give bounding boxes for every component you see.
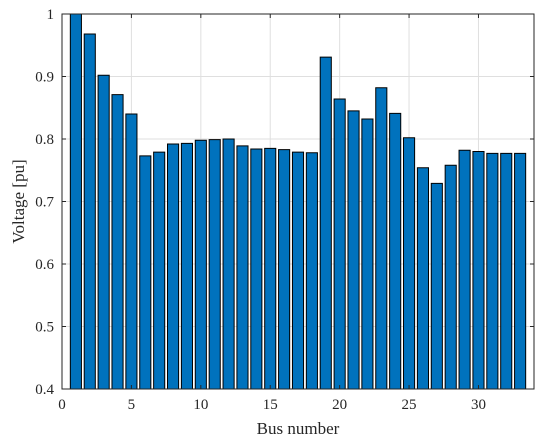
bar-bus-7 (153, 151, 166, 390)
y-tick-label: 0.4 (35, 382, 54, 398)
x-tick-label: 25 (402, 397, 417, 413)
bar-bus-24 (389, 112, 402, 390)
x-tick-label: 30 (471, 397, 486, 413)
x-tick-labels: 0 5 10 15 20 25 30 (58, 397, 486, 413)
y-tick-label: 0.6 (35, 257, 54, 273)
x-tick-label: 5 (128, 397, 136, 413)
bar-bus-11 (208, 139, 221, 390)
bar-bus-1 (69, 13, 82, 390)
bar-bus-20 (333, 98, 346, 390)
bar-bus-23 (375, 87, 388, 390)
x-tick-label: 15 (263, 397, 278, 413)
bar-bus-21 (347, 110, 360, 390)
bar-bus-33 (514, 152, 527, 390)
y-tick-label: 0.9 (35, 70, 54, 86)
x-tick-label: 10 (193, 397, 208, 413)
y-tick-label: 1 (47, 7, 55, 23)
bar-bus-12 (222, 138, 235, 390)
y-tick-label: 0.7 (35, 195, 54, 211)
bar-bus-31 (486, 152, 499, 390)
bar-bus-18 (305, 152, 318, 390)
ticks (61, 13, 534, 390)
bar-bus-19 (319, 56, 332, 390)
x-tick-label: 0 (58, 397, 66, 413)
bar-bus-27 (430, 182, 443, 390)
y-axis-label: Voltage [pu] (9, 159, 28, 243)
bar-bus-16 (278, 149, 291, 390)
bar-bus-9 (180, 142, 193, 390)
bar-bus-13 (236, 145, 249, 390)
bar-bus-14 (250, 148, 263, 390)
bar-bus-15 (264, 147, 277, 390)
y-tick-label: 0.5 (35, 320, 54, 336)
y-tick-label: 0.8 (35, 132, 54, 148)
bar-bus-2 (83, 33, 96, 390)
bar-bus-28 (444, 164, 457, 390)
bar-bus-26 (416, 167, 429, 390)
x-axis-label: Bus number (257, 419, 340, 438)
bar-bus-25 (403, 137, 416, 390)
y-tick-labels: 0.4 0.5 0.6 0.7 0.8 0.9 1 (35, 7, 54, 398)
bar-bus-22 (361, 118, 374, 390)
bar-bus-17 (291, 151, 305, 390)
bar-bus-6 (139, 155, 152, 390)
bar-bus-30 (472, 151, 485, 390)
bar-bus-29 (458, 149, 471, 390)
bar-bus-32 (500, 152, 513, 390)
bar-bus-3 (97, 74, 110, 390)
bar-bus-10 (194, 139, 207, 390)
bar-bus-5 (125, 113, 138, 390)
x-tick-label: 20 (332, 397, 347, 413)
bar-bus-4 (111, 94, 124, 390)
bar-bus-8 (167, 143, 180, 390)
